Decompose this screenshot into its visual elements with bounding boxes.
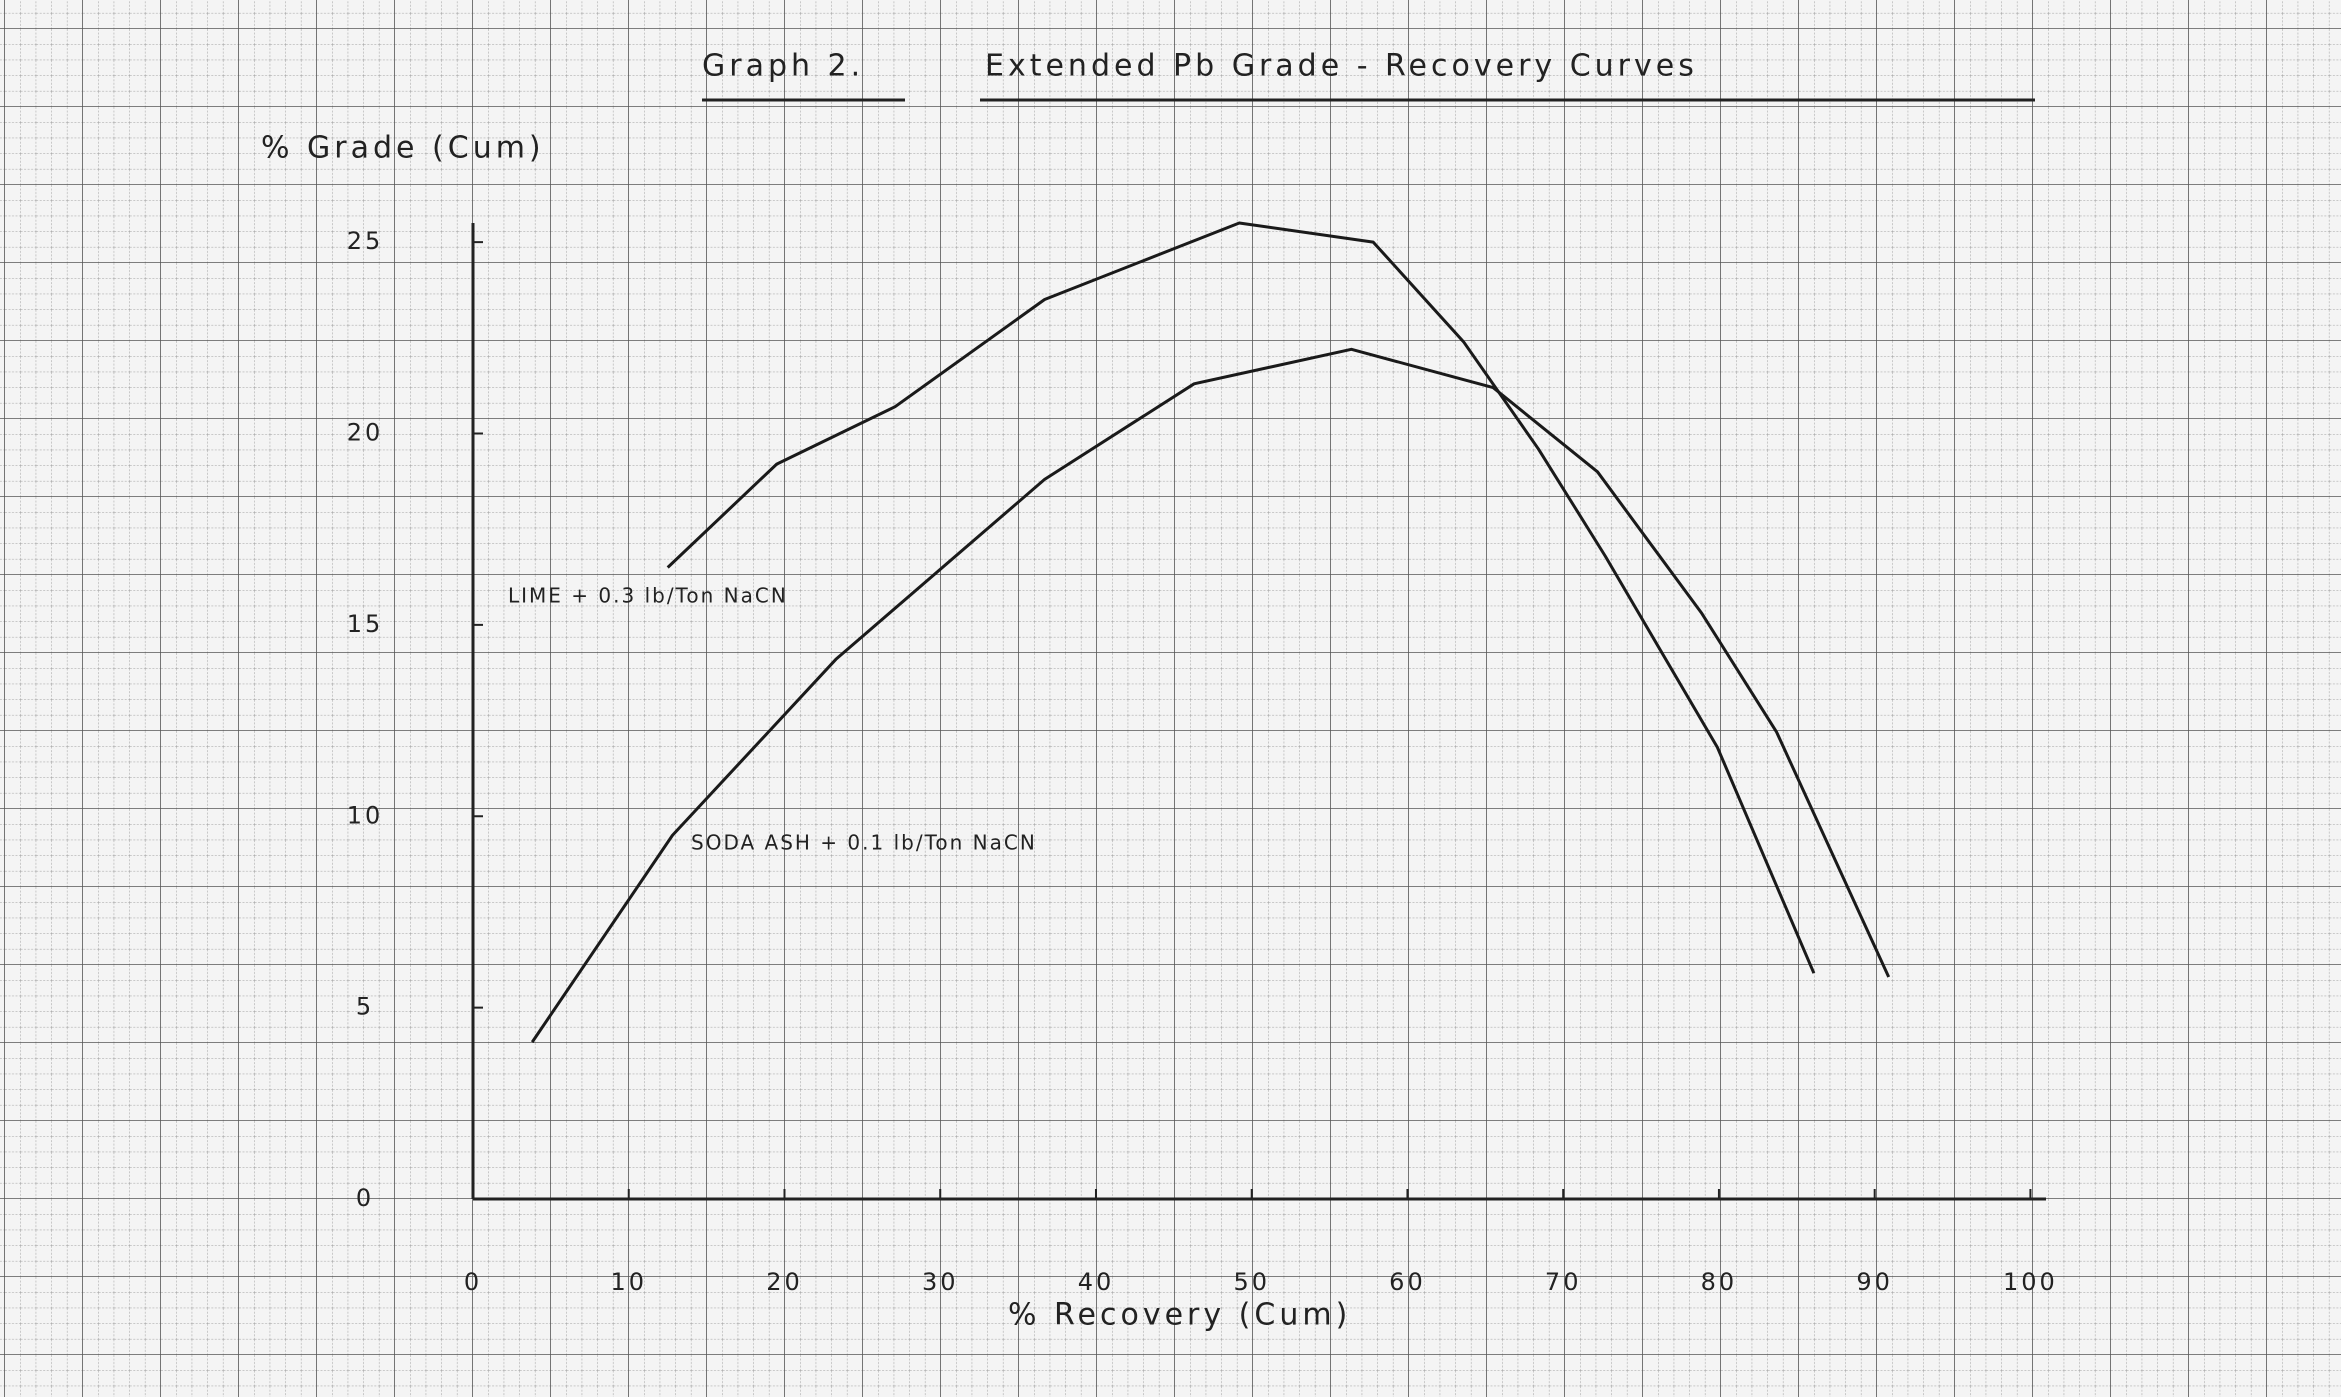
x-tick-label: 90: [1856, 1268, 1893, 1296]
series-label: SODA ASH + 0.1 lb/Ton NaCN: [691, 831, 1037, 855]
x-tick-label: 30: [922, 1268, 959, 1296]
y-tick-label: 20: [347, 419, 384, 447]
series-label: LIME + 0.3 lb/Ton NaCN: [508, 584, 788, 608]
x-tick-label: 80: [1701, 1268, 1738, 1296]
x-tick-label: 10: [610, 1268, 647, 1296]
chart-title: Graph 2.: [702, 49, 864, 84]
y-tick-label: 0: [356, 1184, 374, 1212]
y-tick-label: 15: [347, 610, 384, 638]
chart-subtitle: Extended Pb Grade - Recovery Curves: [985, 49, 1698, 84]
y-tick-label: 5: [356, 993, 374, 1021]
y-axis-label: % Grade (Cum): [261, 131, 545, 166]
x-axis-label: % Recovery (Cum): [1008, 1298, 1351, 1333]
x-tick-label: 60: [1389, 1268, 1426, 1296]
series-line: [666, 221, 1816, 974]
x-tick-label: 70: [1545, 1268, 1582, 1296]
x-tick-label: 20: [766, 1268, 803, 1296]
plot: 0 5 10 15 20 25 0 10 20 30 40 50 60 70 80 90 100 LIME + 0…: [347, 221, 2058, 1296]
x-tick-label: 50: [1233, 1268, 1270, 1296]
series-line: [530, 347, 1891, 1043]
x-tick-label: 0: [464, 1268, 482, 1296]
x-tick-label: 40: [1078, 1268, 1115, 1296]
y-tick-label: 25: [347, 227, 384, 255]
x-tick-label: 100: [2003, 1268, 2058, 1296]
y-tick-label: 10: [347, 801, 384, 829]
